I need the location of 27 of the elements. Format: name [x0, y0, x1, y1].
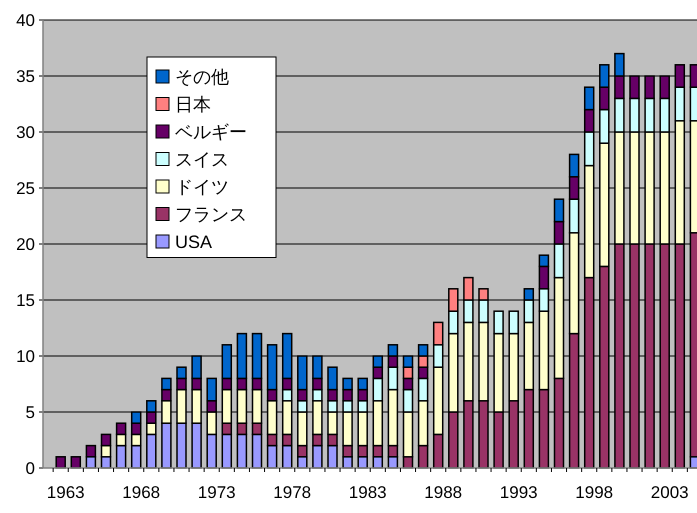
bar: [70, 456, 82, 469]
y-tick-label: 30: [16, 123, 35, 142]
legend-label: その他: [175, 67, 229, 87]
x-tick-label: 1973: [198, 483, 236, 502]
y-tick-label: 5: [26, 403, 35, 422]
y-tick-label: 15: [16, 291, 35, 310]
x-tick-label: 1988: [424, 483, 462, 502]
legend-label: ベルギー: [175, 122, 247, 142]
x-tick-label: 1963: [46, 483, 85, 502]
bar: [55, 456, 66, 469]
legend-label: USA: [175, 232, 212, 252]
legend-label: ドイツ: [175, 177, 229, 197]
y-tick-label: 35: [16, 67, 35, 86]
y-tick-label: 25: [16, 179, 35, 198]
y-tick-label: 0: [26, 459, 35, 478]
x-tick-label: 1968: [122, 483, 160, 502]
y-tick-label: 20: [16, 235, 35, 254]
legend-label: スイス: [175, 150, 229, 170]
x-tick-label: 1983: [348, 483, 387, 502]
y-tick-label: 10: [16, 347, 35, 366]
y-tick-label: 40: [16, 11, 35, 30]
x-tick-label: 1998: [575, 483, 614, 502]
x-tick-label: 2003: [650, 483, 689, 502]
legend-label: 日本: [175, 94, 211, 114]
legend-label: フランス: [175, 204, 247, 224]
x-tick-label: 1993: [500, 483, 538, 502]
x-tick-label: 1978: [273, 483, 312, 502]
